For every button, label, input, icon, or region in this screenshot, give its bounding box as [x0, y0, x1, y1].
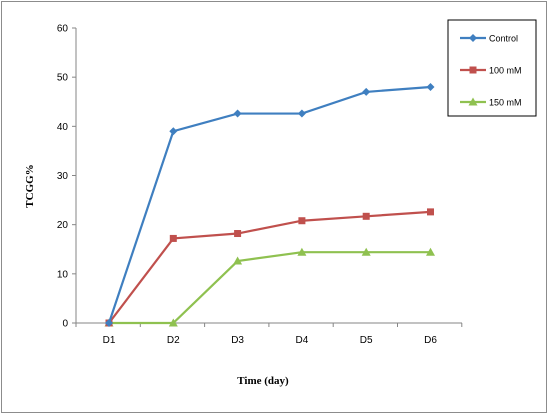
- y-tick-label: 20: [57, 220, 69, 231]
- data-point-control: [297, 109, 306, 118]
- series-150-mm: [104, 247, 435, 327]
- x-tick-label: D1: [103, 335, 116, 346]
- y-tick-label: 0: [62, 319, 68, 330]
- y-tick-label: 10: [57, 269, 69, 280]
- x-tick-label: D5: [360, 335, 373, 346]
- legend-label: Control: [489, 34, 518, 44]
- data-point-100-mm: [234, 230, 242, 238]
- data-point-100-mm: [362, 212, 370, 220]
- x-ticks: D1 D2 D3 D4 D5 D6: [75, 323, 463, 346]
- x-axis-title: Time (day): [237, 375, 289, 387]
- data-point-100-mm: [298, 217, 306, 225]
- data-point-150-mm: [361, 247, 371, 256]
- y-tick-label: 40: [57, 122, 69, 133]
- data-point-150-mm: [426, 247, 435, 256]
- y-axis-title: TCGG%: [24, 164, 36, 207]
- series-control: [105, 83, 435, 327]
- x-tick-label: D4: [296, 335, 309, 346]
- data-point-control: [233, 109, 242, 118]
- y-tick-label: 30: [57, 171, 69, 182]
- data-point-control: [426, 83, 435, 91]
- data-point-control: [169, 127, 178, 136]
- data-point-100-mm: [427, 208, 434, 216]
- y-tick-label: 50: [57, 73, 69, 84]
- legend-marker: [469, 66, 477, 74]
- series-group: [104, 83, 435, 327]
- series-line-100-mm: [108, 210, 431, 324]
- data-point-control: [362, 87, 371, 96]
- legend-item-control: Control: [460, 34, 518, 44]
- data-point-control: [105, 319, 113, 327]
- legend-box: [447, 19, 537, 117]
- legend-marker: [468, 97, 478, 106]
- legend-marker: [469, 34, 477, 42]
- x-tick-label: D6: [424, 335, 437, 346]
- legend-item-100-mm: 100 mM: [460, 66, 522, 76]
- series-line-control: [107, 85, 431, 324]
- x-tick-label: D2: [167, 335, 180, 346]
- data-point-150-mm: [297, 247, 307, 256]
- data-point-150-mm: [233, 256, 243, 265]
- legend-item-150-mm: 150 mM: [460, 97, 522, 108]
- y-tick-label: 60: [57, 24, 69, 35]
- legend: Control 100 mM 150 mM: [447, 19, 537, 117]
- y-ticks: 0 10 20 30 40 50 60: [57, 24, 76, 330]
- data-point-100-mm: [169, 234, 177, 242]
- series-100-mm: [105, 208, 434, 327]
- x-tick-label: D3: [231, 335, 244, 346]
- axes: [75, 28, 462, 324]
- legend-label: 150 mM: [489, 98, 522, 108]
- data-point-150-mm: [168, 318, 178, 327]
- series-line-150-mm: [109, 251, 431, 325]
- legend-label: 100 mM: [489, 66, 522, 76]
